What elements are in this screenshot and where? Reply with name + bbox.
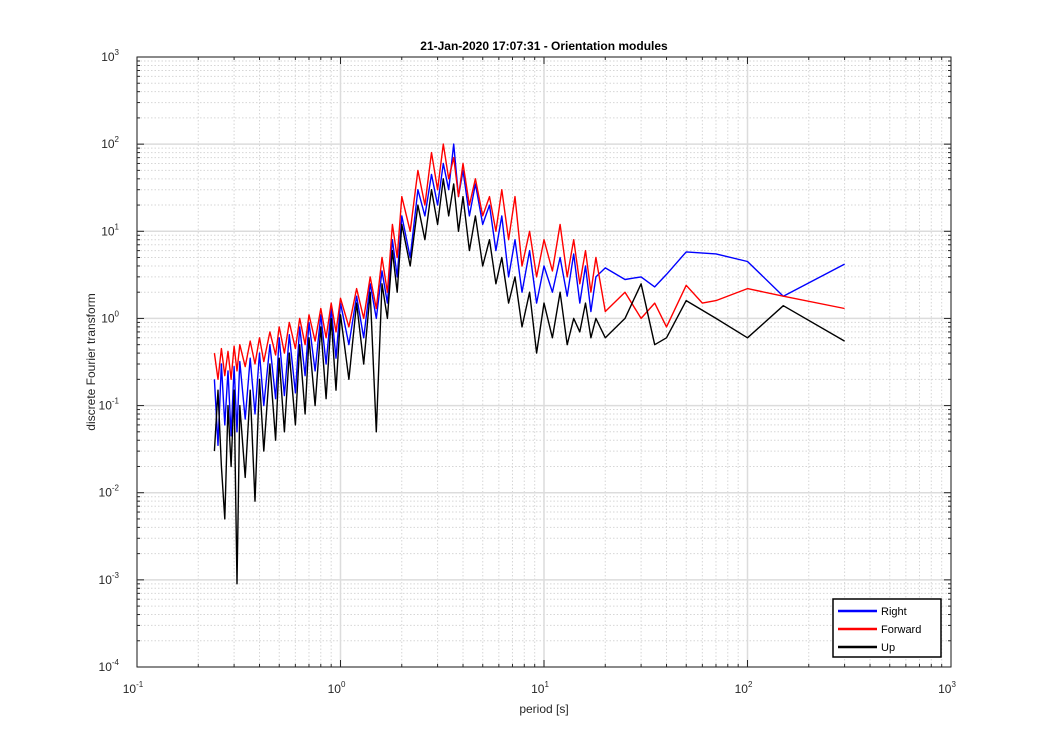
y-tick-exponent: 3	[115, 48, 120, 57]
grid-lines	[136, 56, 952, 668]
y-tick-exponent: -3	[112, 571, 120, 580]
y-tick-exponent: 2	[115, 135, 120, 144]
y-tick-exponent: -1	[112, 397, 120, 406]
series-line-up	[213, 178, 845, 585]
x-tick-exponent: 3	[951, 680, 956, 689]
legend-items: Right Forward Up	[838, 606, 921, 654]
chart-title: 21-Jan-2020 17:07:31 - Orientation modul…	[420, 39, 668, 53]
y-axis-label: discrete Fourier transform	[84, 293, 98, 430]
y-tick-exponent: 0	[115, 309, 120, 318]
legend-label-up: Up	[881, 642, 895, 654]
x-tick-exponent: 2	[748, 680, 753, 689]
series-line-right	[213, 143, 845, 446]
legend-label-right: Right	[881, 606, 907, 618]
x-tick-exponent: 1	[544, 680, 549, 689]
y-tick-exponent: -4	[112, 658, 120, 667]
series-line-forward	[213, 143, 845, 380]
y-tick-exponent: 1	[115, 222, 120, 231]
x-axis-label: period [s]	[519, 702, 568, 716]
x-tick-exponent: 0	[341, 680, 346, 689]
legend-label-forward: Forward	[881, 624, 921, 636]
x-tick-exponent: -1	[136, 680, 144, 689]
axis-ticks	[136, 56, 952, 668]
series-lines	[213, 143, 845, 585]
legend: Right Forward Up	[832, 598, 942, 658]
y-tick-exponent: -2	[112, 484, 120, 493]
